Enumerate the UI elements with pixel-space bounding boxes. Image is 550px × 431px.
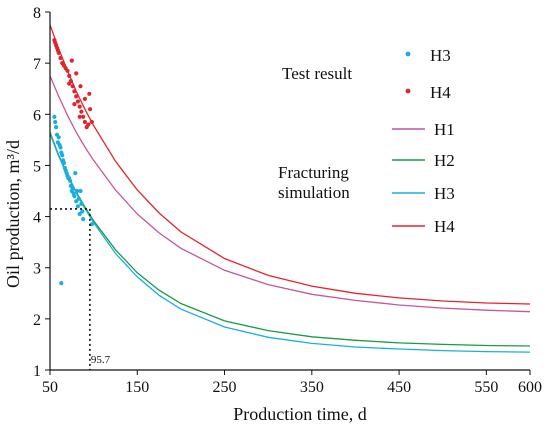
- simulation-curve-h1: [49, 75, 531, 313]
- test-point-h3: [73, 171, 78, 176]
- test-point-h4: [67, 73, 72, 78]
- test-point-h4: [75, 99, 80, 104]
- test-point-h3: [61, 160, 67, 165]
- test-point-h4: [70, 84, 75, 89]
- legend-group-line: Fracturing: [278, 163, 349, 182]
- test-point-h3: [52, 114, 57, 119]
- x-tick-label: 150: [125, 379, 149, 396]
- x-tick-label: 350: [300, 379, 324, 396]
- legend-marker-test-h3: [405, 51, 411, 57]
- x-tick-label: 550: [474, 379, 498, 396]
- legend-group-fracturing-simulation: Fracturing simulation: [278, 163, 350, 202]
- test-point-h3: [77, 211, 82, 217]
- test-point-h3: [76, 196, 81, 201]
- x-tick-label: 250: [213, 379, 237, 396]
- test-point-h4: [72, 102, 77, 107]
- test-point-h4: [87, 91, 92, 96]
- simulation-curve-h3: [49, 133, 531, 353]
- test-point-h4: [74, 94, 79, 99]
- y-tick-label: 3: [33, 261, 41, 278]
- y-axis-title: Oil production, m³/d: [3, 140, 23, 288]
- test-point-h4: [77, 114, 82, 119]
- test-point-h3: [68, 178, 73, 183]
- test-point-h3: [70, 186, 75, 191]
- y-tick-label: 8: [33, 5, 41, 22]
- test-point-h3: [60, 153, 65, 158]
- curve-layer: [49, 24, 531, 353]
- test-point-h3: [58, 145, 63, 150]
- legend-label-test-h4: H4: [430, 83, 451, 102]
- test-point-h4: [88, 107, 93, 112]
- x-tick-label: 50: [42, 379, 58, 396]
- y-tick-label: 2: [33, 312, 41, 329]
- test-point-h3: [89, 222, 94, 227]
- legend-label-sim-h3: H3: [434, 184, 455, 203]
- test-point-h3: [54, 125, 59, 130]
- test-point-h3: [81, 217, 86, 222]
- test-point-h3: [53, 119, 58, 125]
- x-tick-label: 600: [518, 379, 542, 396]
- test-point-h3: [72, 194, 77, 199]
- test-point-h4: [82, 96, 87, 101]
- test-point-h4: [86, 122, 91, 127]
- test-point-h3: [75, 188, 80, 194]
- annotation-layer: 95.7: [50, 208, 111, 370]
- test-point-h4: [74, 71, 79, 76]
- test-point-h4: [79, 109, 84, 114]
- test-point-h4: [69, 58, 74, 63]
- legend-label-sim-h4: H4: [434, 217, 455, 236]
- test-point-h4: [65, 68, 70, 73]
- test-point-h4: [81, 114, 86, 119]
- scatter-layer: [52, 38, 94, 286]
- axes: 1 2 3 4 5 6 7 8 50 150 250 350 450 550 600: [33, 5, 542, 396]
- simulation-curve-h4: [49, 24, 531, 305]
- legend: Test result H3 H4 Fracturing simulation H1 H2 H…: [278, 46, 455, 236]
- test-point-h3: [79, 201, 84, 206]
- test-point-h3: [59, 281, 64, 286]
- test-point-h3: [56, 135, 61, 140]
- test-point-h4: [58, 55, 63, 61]
- x-tick-label: 450: [387, 379, 411, 396]
- y-tick-label: 7: [33, 56, 41, 73]
- test-point-h4: [77, 104, 82, 109]
- annotation-label: 95.7: [91, 354, 111, 366]
- test-point-h4: [89, 119, 94, 125]
- legend-label-test-h3: H3: [430, 46, 451, 65]
- test-point-h4: [78, 84, 83, 89]
- x-axis-title: Production time, d: [233, 404, 367, 424]
- legend-label-sim-h2: H2: [434, 151, 455, 170]
- test-point-h3: [78, 188, 83, 194]
- y-tick-label: 4: [33, 210, 41, 227]
- y-tick-label: 1: [33, 363, 41, 380]
- test-point-h3: [80, 209, 85, 214]
- test-point-h3: [75, 204, 80, 209]
- y-tick-label: 5: [33, 158, 41, 175]
- legend-group-line: simulation: [278, 183, 350, 202]
- test-point-h3: [74, 199, 79, 204]
- test-point-h4: [67, 81, 72, 86]
- legend-group-test-result: Test result: [282, 64, 352, 83]
- test-point-h4: [72, 89, 77, 94]
- test-point-h4: [56, 50, 61, 56]
- test-point-h4: [82, 119, 87, 125]
- y-tick-label: 6: [33, 107, 41, 124]
- legend-marker-test-h4: [405, 88, 411, 94]
- legend-label-sim-h1: H1: [434, 120, 455, 139]
